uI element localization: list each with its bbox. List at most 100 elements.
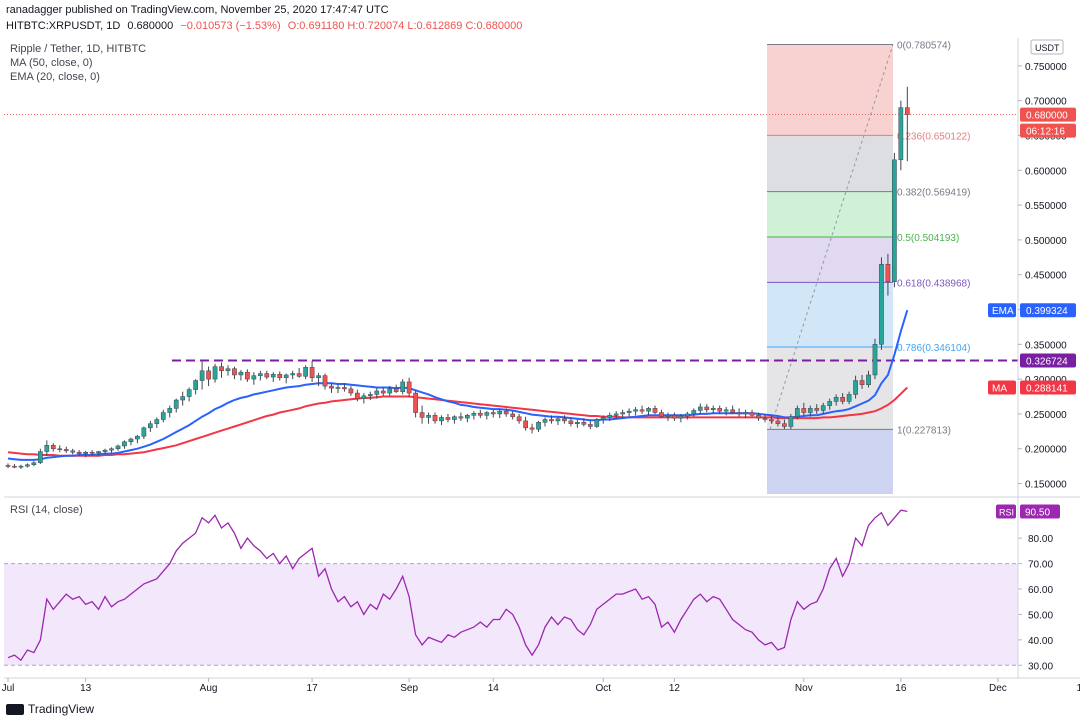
candle <box>367 391 373 401</box>
candle-body <box>122 441 127 447</box>
candle-body <box>25 464 30 467</box>
candle <box>562 415 567 424</box>
candle <box>594 418 600 428</box>
candle-body <box>704 406 710 411</box>
candle-body <box>639 409 645 412</box>
candle <box>581 418 587 427</box>
candle <box>128 437 134 446</box>
candle <box>762 413 768 423</box>
candle <box>587 420 593 430</box>
price-tick-label: 0.600000 <box>1025 166 1067 177</box>
rsi-legend[interactable]: RSI (14, close) <box>10 504 83 516</box>
candle <box>710 405 716 414</box>
candle-body <box>109 448 114 451</box>
rsi-tick-label: 80.00 <box>1028 534 1053 545</box>
candle <box>846 391 852 405</box>
candles <box>5 86 910 469</box>
candle <box>426 412 431 424</box>
tradingview-logo-icon <box>6 703 24 715</box>
price-chart[interactable]: 0(0.780574) 0.236(0.650122) 0.382(0.569419… <box>0 0 1080 700</box>
candle <box>859 374 865 389</box>
candle <box>607 412 613 421</box>
candle <box>840 393 845 405</box>
candle <box>465 413 470 423</box>
candle-body <box>251 375 257 380</box>
candle-body <box>309 367 315 378</box>
ema-legend[interactable]: EMA (20, close, 0) <box>10 71 100 83</box>
candle-body <box>283 374 289 378</box>
candle-body <box>846 394 852 402</box>
candle-body <box>736 412 742 415</box>
candle-body <box>380 390 386 394</box>
candle <box>866 370 871 388</box>
candle <box>199 361 205 390</box>
candle-body <box>432 415 438 422</box>
candle-body <box>212 366 218 380</box>
footer: TradingView <box>6 702 94 716</box>
candle-body <box>329 385 334 389</box>
candle <box>510 411 516 420</box>
candle <box>490 409 496 418</box>
candle-body <box>769 419 774 422</box>
rsi-tick-label: 70.00 <box>1028 560 1053 571</box>
candle-body <box>50 445 56 449</box>
candle-body <box>413 392 418 413</box>
ohlc-values: O:0.691180 H:0.720074 L:0.612869 C:0.680… <box>287 20 523 32</box>
candle-body <box>270 374 276 378</box>
candle-body <box>102 449 108 452</box>
candle <box>335 384 341 394</box>
candle-body <box>898 107 904 161</box>
candle-body <box>788 416 794 427</box>
candle <box>536 420 541 433</box>
candle <box>814 404 820 414</box>
candle <box>303 365 308 380</box>
candle-body <box>225 368 231 372</box>
rsi-name-tag: RSI <box>999 507 1014 517</box>
candle-body <box>38 451 43 463</box>
candle <box>827 398 833 410</box>
candle <box>135 434 140 444</box>
candle-body <box>393 388 399 392</box>
ema-name-tag: EMA <box>992 306 1014 317</box>
candle-body <box>723 409 729 412</box>
candle-body <box>672 415 677 419</box>
candle-body <box>374 390 380 395</box>
candle <box>620 409 625 419</box>
candle <box>232 366 237 380</box>
candle-body <box>115 445 121 449</box>
candle <box>788 413 794 430</box>
symbol-label[interactable]: HITBTC:XRPUSDT, 1D <box>6 20 121 32</box>
candle-body <box>238 371 244 376</box>
chart-legend-title[interactable]: Ripple / Tether, 1D, HITBTC <box>10 43 147 55</box>
fib-level-label: 1(0.227813) <box>897 425 951 436</box>
candle <box>83 450 88 458</box>
ema-path <box>7 309 909 461</box>
candle <box>147 420 153 433</box>
candle <box>5 463 11 469</box>
ema-value-tag: 0.399324 <box>1026 306 1068 317</box>
candle-body <box>549 419 554 422</box>
candle <box>756 412 761 421</box>
rsi-tick-label: 40.00 <box>1028 636 1053 647</box>
candle-body <box>516 416 522 422</box>
candle <box>678 413 684 423</box>
candle-body <box>782 423 787 427</box>
candle <box>219 362 224 378</box>
candle <box>555 416 561 426</box>
candle <box>639 405 645 414</box>
candle <box>807 405 813 417</box>
candle-body <box>18 465 24 468</box>
candle <box>329 382 334 394</box>
price-tick-label: 0.450000 <box>1025 271 1067 282</box>
candle-body <box>173 399 179 409</box>
candle-body <box>426 415 431 418</box>
ma-legend[interactable]: MA (50, close, 0) <box>10 57 93 69</box>
candle <box>458 412 464 421</box>
candle-body <box>400 381 406 392</box>
rsi-band <box>4 563 1018 666</box>
candle-body <box>717 408 723 412</box>
candle-body <box>322 375 328 387</box>
candle <box>613 411 619 420</box>
candle-body <box>303 367 308 377</box>
price-tick-label: 0.200000 <box>1025 445 1067 456</box>
